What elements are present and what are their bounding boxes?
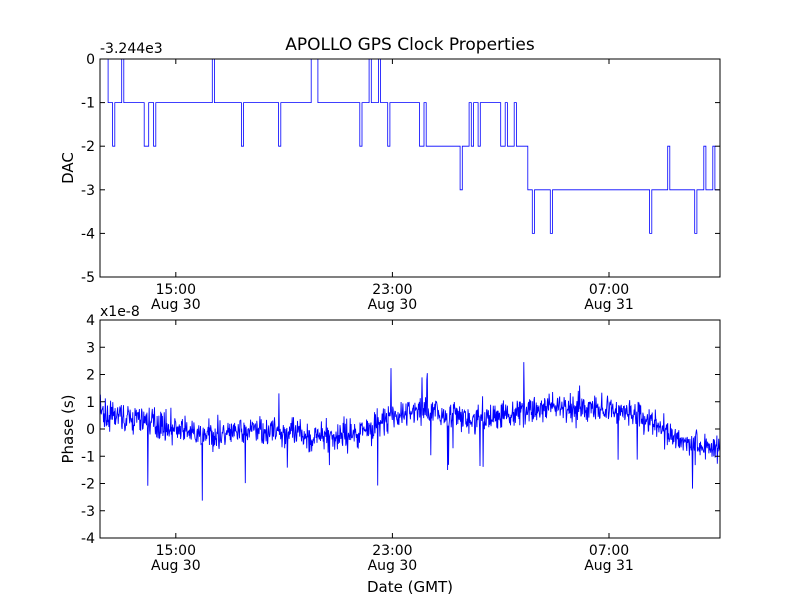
y-tick-label: -3 <box>81 183 95 199</box>
dac-plot-frame <box>100 59 720 277</box>
x-tick-time-label: 15:00 <box>156 543 196 559</box>
y-tick-label: 0 <box>86 422 95 438</box>
y-tick-label: 3 <box>86 340 95 356</box>
x-tick-time-label: 23:00 <box>372 282 412 298</box>
phase-offset-label: x1e-8 <box>100 304 140 320</box>
dac-y-axis-label: DAC <box>59 152 77 184</box>
x-tick-time-label: 23:00 <box>372 543 412 559</box>
y-tick-label: 4 <box>86 313 95 329</box>
x-tick-time-label: 07:00 <box>589 282 629 298</box>
y-tick-label: -4 <box>81 226 95 242</box>
y-tick-label: 2 <box>86 368 95 384</box>
x-tick-date-label: Aug 31 <box>584 297 634 313</box>
y-tick-label: 1 <box>86 395 95 411</box>
y-tick-label: -2 <box>81 139 95 155</box>
y-tick-label: -2 <box>81 477 95 493</box>
phase-x-axis-label: Date (GMT) <box>367 578 453 596</box>
series-line <box>99 362 721 501</box>
x-tick-date-label: Aug 30 <box>368 558 418 574</box>
dac-offset-label: -3.244e3 <box>100 41 163 57</box>
phase-plot-frame <box>100 320 720 538</box>
x-tick-time-label: 15:00 <box>156 282 196 298</box>
x-tick-date-label: Aug 30 <box>368 297 418 313</box>
y-tick-label: 0 <box>86 52 95 68</box>
y-tick-label: -1 <box>81 96 95 112</box>
x-tick-date-label: Aug 30 <box>151 558 201 574</box>
x-tick-date-label: Aug 30 <box>151 297 201 313</box>
dac-axes-border <box>99 58 721 278</box>
y-tick-label: -1 <box>81 449 95 465</box>
x-tick-time-label: 07:00 <box>589 543 629 559</box>
y-tick-label: -4 <box>81 531 95 547</box>
y-tick-label: -3 <box>81 504 95 520</box>
chart-title: APOLLO GPS Clock Properties <box>285 35 535 55</box>
x-tick-date-label: Aug 31 <box>584 558 634 574</box>
phase-y-axis-label: Phase (s) <box>59 394 77 463</box>
y-tick-label: -5 <box>81 270 95 286</box>
phase-axes-border <box>99 319 721 539</box>
